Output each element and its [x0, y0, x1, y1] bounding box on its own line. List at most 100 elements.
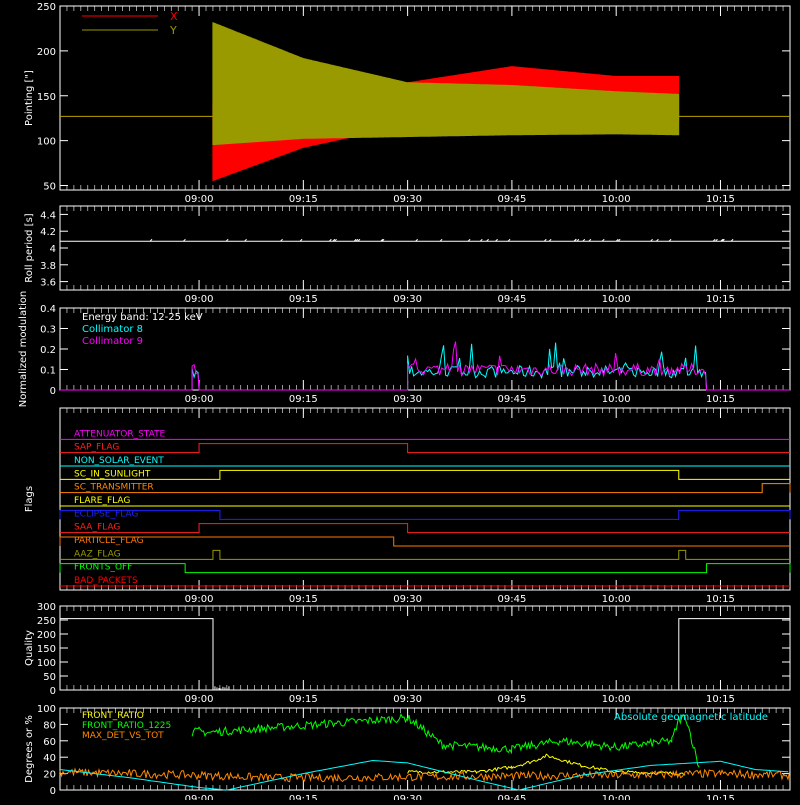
- x-tick-label: 09:45: [497, 194, 526, 205]
- x-tick-label: 09:15: [289, 294, 318, 305]
- legend-label: Collimator 8: [82, 324, 143, 335]
- roll-period-blip: [183, 238, 186, 242]
- roll-period-blip: [332, 238, 336, 242]
- y-axis-label: Quality: [24, 630, 35, 666]
- y-tick-label: 150: [37, 92, 56, 103]
- roll-period-blip: [381, 238, 385, 242]
- flag-trace: [60, 443, 790, 454]
- y-tick-label: 0: [50, 386, 56, 397]
- x-tick-label: 09:45: [497, 694, 526, 705]
- roll-period-blip: [495, 238, 498, 242]
- series-y-pointing: [212, 22, 680, 146]
- roll-period-blip: [415, 238, 419, 242]
- plot-frame: [59, 205, 791, 291]
- y-axis-label: Degrees or %: [24, 715, 35, 783]
- y-tick-label: 50: [43, 672, 56, 683]
- y-tick-label: 100: [37, 137, 56, 148]
- roll-period-blip: [380, 238, 384, 242]
- y-tick-label: 0.1: [40, 366, 56, 377]
- x-tick-label: 10:15: [706, 594, 735, 605]
- flag-label: SC_TRANSMITTER: [74, 483, 154, 493]
- x-tick-label: 09:30: [393, 194, 422, 205]
- flag-label: SAA_FLAG: [74, 523, 120, 533]
- roll-period-blip: [225, 238, 229, 242]
- y-tick-label: 80: [43, 720, 56, 731]
- roll-period-blip: [357, 238, 361, 242]
- series-collimator-8: [60, 342, 790, 391]
- y-tick-label: 0.2: [40, 345, 56, 356]
- roll-period-blip: [439, 238, 443, 242]
- x-tick-label: 09:00: [185, 294, 214, 305]
- x-tick-label: 09:00: [185, 394, 214, 405]
- y-tick-label: 0: [50, 686, 56, 697]
- y-tick-label: 4: [50, 244, 56, 255]
- x-tick-label: 09:15: [289, 394, 318, 405]
- x-tick-label: 10:15: [706, 794, 735, 800]
- roll-period-blip: [617, 238, 621, 242]
- series-front_ratio: [407, 753, 686, 776]
- quality-trace: [60, 618, 790, 691]
- x-tick-label: 10:00: [602, 294, 631, 305]
- roll-period-blip: [280, 238, 283, 242]
- roll-period-blip: [299, 238, 303, 242]
- x-tick-label: 09:45: [497, 394, 526, 405]
- legend-label: X: [170, 10, 178, 23]
- flag-label: SAP_FLAG: [74, 443, 119, 453]
- roll-period-blip: [720, 238, 724, 242]
- y-tick-label: 3.6: [40, 278, 56, 289]
- x-tick-label: 10:15: [706, 194, 735, 205]
- y-tick-label: 3.8: [40, 261, 56, 272]
- roll-period-blip: [467, 238, 471, 242]
- flag-label: AAZ_FLAG: [74, 549, 121, 559]
- y-tick-label: 0.4: [40, 304, 56, 315]
- roll-period-blip: [486, 238, 489, 242]
- roll-period-blip: [650, 238, 653, 242]
- x-tick-label: 10:15: [706, 394, 735, 405]
- roll-period-blip: [149, 238, 153, 242]
- legend-label: FRONT_RATIO_1225: [82, 721, 171, 731]
- x-tick-label: 09:00: [185, 194, 214, 205]
- x-tick-label: 09:30: [393, 594, 422, 605]
- legend-label: Y: [169, 24, 177, 37]
- y-axis-label: Flags: [24, 486, 35, 512]
- flag-trace: [60, 469, 790, 480]
- roll-period-blip: [573, 238, 577, 242]
- series-collimator-9: [60, 341, 790, 391]
- roll-period-blip: [479, 238, 483, 242]
- x-tick-label: 09:45: [497, 794, 526, 800]
- x-tick-label: 09:15: [289, 194, 318, 205]
- flag-label: NON_SOLAR_EVENT: [74, 456, 164, 466]
- x-tick-label: 09:00: [185, 694, 214, 705]
- x-tick-label: 09:15: [289, 794, 318, 800]
- y-tick-label: 50: [43, 182, 56, 193]
- x-tick-label: 10:00: [602, 194, 631, 205]
- x-tick-label: 10:15: [706, 694, 735, 705]
- series-absolute-geomagnetic-latitude: [59, 759, 789, 791]
- y-tick-label: 4.2: [40, 227, 56, 238]
- roll-period-blip: [601, 238, 605, 242]
- y-tick-label: 100: [37, 658, 56, 669]
- y-tick-label: 4.4: [40, 210, 56, 221]
- x-tick-label: 09:15: [289, 694, 318, 705]
- y-tick-label: 100: [37, 704, 56, 715]
- plot-frame: [59, 707, 791, 791]
- flag-label: BAD_PACKETS: [74, 576, 138, 586]
- y-tick-label: 250: [37, 616, 56, 627]
- roll-period-blip: [353, 238, 357, 242]
- roll-period-blip: [712, 238, 716, 242]
- plot-frame: [59, 5, 791, 191]
- flag-label: FRONTS_OFF: [74, 563, 132, 573]
- series-front_ratio_1225: [191, 712, 700, 768]
- y-tick-label: 300: [37, 602, 56, 613]
- y-axis-label: Pointing ["]: [24, 70, 35, 126]
- legend-label: Absolute geomagnetic latitude: [614, 712, 768, 723]
- legend-label: Collimator 9: [82, 336, 143, 347]
- x-tick-label: 09:00: [185, 794, 214, 800]
- x-tick-label: 09:45: [497, 594, 526, 605]
- flag-label: ECLIPSE_FLAG: [74, 509, 138, 519]
- flag-label: ATTENUATOR_STATE: [74, 429, 166, 439]
- x-tick-label: 09:30: [393, 394, 422, 405]
- roll-period-blip: [582, 238, 586, 242]
- roll-period-blip: [588, 238, 592, 242]
